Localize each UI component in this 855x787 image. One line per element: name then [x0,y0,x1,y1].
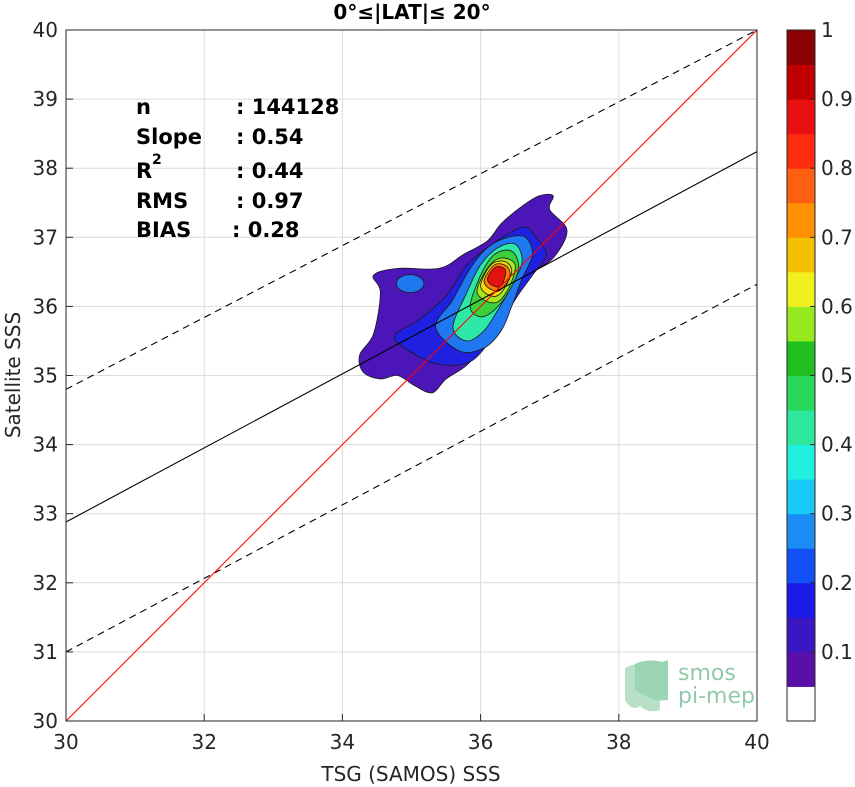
y-tick-label: 38 [33,156,58,180]
colorbar: 0.1 0.2 0.3 0.4 0.5 0.6 0.7 0.8 0.9 1 [787,18,853,722]
colorbar-band [787,410,815,446]
upper-bound-line [66,30,757,390]
logo-text-smos: smos [678,661,736,686]
stats-block: n : 144128 Slope : 0.54 R 2 : 0.44 RMS :… [136,95,339,242]
y-tick-label: 33 [33,502,58,526]
colorbar-band [787,64,815,100]
identity-line [66,30,757,721]
y-tick-label: 37 [33,225,58,249]
stats-r2-value: : 0.44 [236,159,304,183]
x-tick-label: 36 [468,730,493,754]
regression-lines [66,30,757,721]
colorbar-band [787,99,815,135]
y-tick-label: 34 [33,433,58,457]
y-tick-label: 30 [33,709,58,733]
x-tick-label: 34 [330,730,355,754]
colorbar-band [787,548,815,584]
stats-bias-label: BIAS [136,218,191,242]
colorbar-band [787,306,815,342]
colorbar-band [787,133,815,169]
smos-pimep-logo: smos pi-mep [625,660,755,712]
x-tick-label: 30 [53,730,78,754]
logo-text-pimep: pi-mep [678,684,755,709]
grid [65,29,758,722]
colorbar-band [787,513,815,549]
colorbar-tick-label: 0.7 [821,225,853,249]
colorbar-band [787,271,815,307]
stats-n-value: : 144128 [236,95,339,119]
colorbar-frame [786,29,816,722]
density-contours [358,193,568,394]
colorbar-band [787,479,815,515]
colorbar-tick-label: 0.5 [821,364,853,388]
x-axis-label: TSG (SAMOS) SSS [320,762,500,786]
stats-bias-value: : 0.28 [232,218,300,242]
stats-rms-label: RMS [136,189,188,213]
colorbar-tick-label: 0.3 [821,502,853,526]
colorbar-tick-label: 0.6 [821,294,853,318]
colorbar-band [787,340,815,376]
colorbar-tick-label: 0.1 [821,640,853,664]
y-tick-label: 39 [33,87,58,111]
y-tick-label: 31 [33,640,58,664]
colorbar-band [787,686,815,722]
colorbar-tick-label: 1 [821,18,834,42]
lower-bound-line [66,283,757,653]
colorbar-band [787,651,815,687]
colorbar-band [787,582,815,618]
x-tick-label: 32 [191,730,216,754]
colorbar-band [787,202,815,238]
density-contour-0.9 [487,266,507,288]
regression-fit-line [66,151,757,523]
stats-slope-label: Slope [136,125,202,149]
colorbar-tick-label: 0.4 [821,433,853,457]
axis-ticks: 30 32 34 36 38 40 30 31 32 33 34 35 36 37 38 39 40 [33,18,770,754]
colorbar-band [787,375,815,411]
y-axis-label: Satellite SSS [1,312,25,438]
y-tick-label: 35 [33,364,58,388]
stats-r2-label: R [136,159,152,183]
stats-slope-value: : 0.54 [236,125,304,149]
chart-title: 0°≤|LAT|≤ 20° [333,0,490,24]
y-tick-label: 40 [33,18,58,42]
colorbar-band [787,617,815,653]
colorbar-band [787,30,815,66]
colorbar-band [787,237,815,273]
colorbar-band [787,168,815,204]
colorbar-tick-label: 0.2 [821,571,853,595]
colorbar-band [787,444,815,480]
stats-rms-value: : 0.97 [236,189,304,213]
colorbar-tick-label: 0.9 [821,87,853,111]
y-tick-label: 32 [33,571,58,595]
x-tick-label: 38 [606,730,631,754]
colorbar-tick-label: 0.8 [821,156,853,180]
y-tick-label: 36 [33,294,58,318]
x-tick-label: 40 [744,730,769,754]
stats-r2-superscript: 2 [152,152,162,168]
stats-n-label: n [136,95,151,119]
density-contour-secondary [395,274,425,293]
